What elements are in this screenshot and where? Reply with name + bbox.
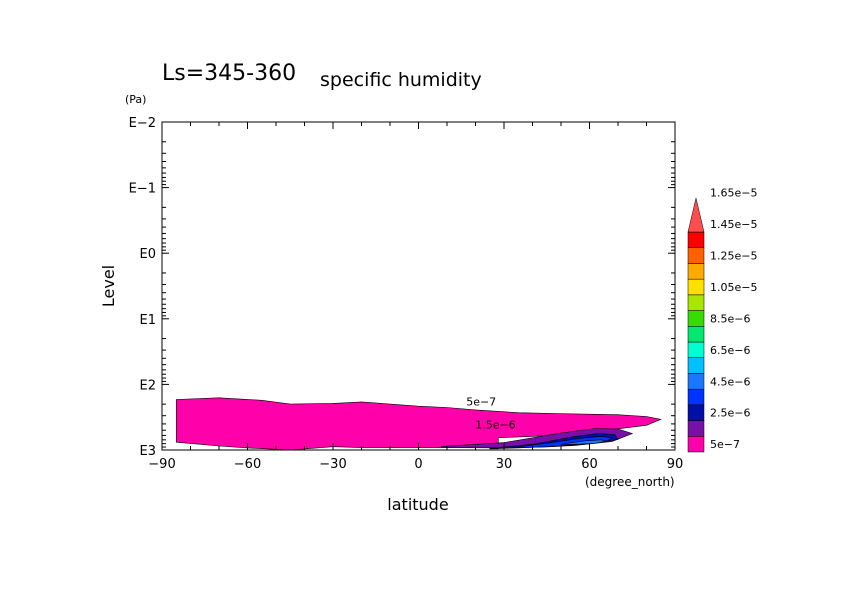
x-tick-label-6: 90 <box>667 457 684 472</box>
x-tick-label-5: 60 <box>581 457 598 472</box>
colorbar-box-11 <box>687 263 705 280</box>
chart-title-sub: specific humidity <box>320 69 482 91</box>
colorbar-box-5 <box>687 357 705 374</box>
colorbar-label-7: 1.45e−5 <box>710 218 757 231</box>
contour-region-2 <box>489 433 619 450</box>
colorbar: 5e−7 2.5e−6 4.5e−6 6.5e−6 8.5e−6 1.05e−5 1.25e… <box>687 187 757 453</box>
contour-regions <box>176 397 662 450</box>
colorbar-overflow-arrow <box>687 197 705 233</box>
colorbar-label-3: 6.5e−6 <box>710 344 750 357</box>
contour-label-0: 5e−7 <box>466 396 496 409</box>
colorbar-box-9 <box>687 294 705 311</box>
y-tick-label-2: E1 <box>140 313 157 328</box>
x-tick-label-0: −90 <box>148 457 175 472</box>
contour-region-0 <box>176 397 662 450</box>
colorbar-label-0: 5e−7 <box>710 438 740 451</box>
colorbar-box-6 <box>687 341 705 358</box>
colorbar-box-0 <box>687 436 705 453</box>
x-axis-label: latitude <box>387 495 448 514</box>
colorbar-label-4: 8.5e−6 <box>710 312 750 325</box>
colorbar-label-2: 4.5e−6 <box>710 375 750 388</box>
y-tick-label-5: E−2 <box>129 116 156 131</box>
x-tick-label-2: −30 <box>319 457 346 472</box>
contour-region-4 <box>560 439 607 445</box>
colorbar-label-6: 1.25e−5 <box>710 250 757 263</box>
colorbar-box-3 <box>687 388 705 406</box>
y-units-label: (Pa) <box>125 93 146 106</box>
colorbar-box-12 <box>687 247 705 264</box>
x-tick-label-3: 0 <box>414 457 422 472</box>
colorbar-label-1: 2.5e−6 <box>710 407 750 420</box>
colorbar-box-7 <box>687 326 705 343</box>
y-axis-ticks: E3 E2 E1 E0 E−1 E−2 <box>129 116 675 459</box>
colorbar-box-4 <box>687 373 705 390</box>
x-tick-label-4: 30 <box>496 457 513 472</box>
colorbar-box-13 <box>687 231 705 248</box>
contour-region-3 <box>512 436 614 448</box>
y-tick-label-1: E2 <box>140 378 157 393</box>
y-axis-label: Level <box>99 265 118 307</box>
colorbar-label-5: 1.05e−5 <box>710 281 757 294</box>
colorbar-box-2 <box>687 404 705 421</box>
colorbar-box-1 <box>687 420 705 437</box>
chart-title-main: Ls=345-360 <box>162 61 296 86</box>
x-units-label: (degree_north) <box>585 475 675 489</box>
y-tick-label-4: E−1 <box>129 182 156 197</box>
contour-labels: 5e−7 1.5e−6 <box>466 396 515 432</box>
contour-label-1: 1.5e−6 <box>475 418 515 431</box>
y-tick-label-0: E3 <box>140 444 157 459</box>
colorbar-box-10 <box>687 278 705 296</box>
colorbar-label-8: 1.65e−5 <box>710 187 757 200</box>
x-tick-label-1: −60 <box>234 457 261 472</box>
y-tick-label-3: E0 <box>140 247 157 262</box>
x-axis-ticks: −90 −60 −30 0 30 60 90 <box>148 122 683 472</box>
colorbar-box-8 <box>687 310 705 327</box>
